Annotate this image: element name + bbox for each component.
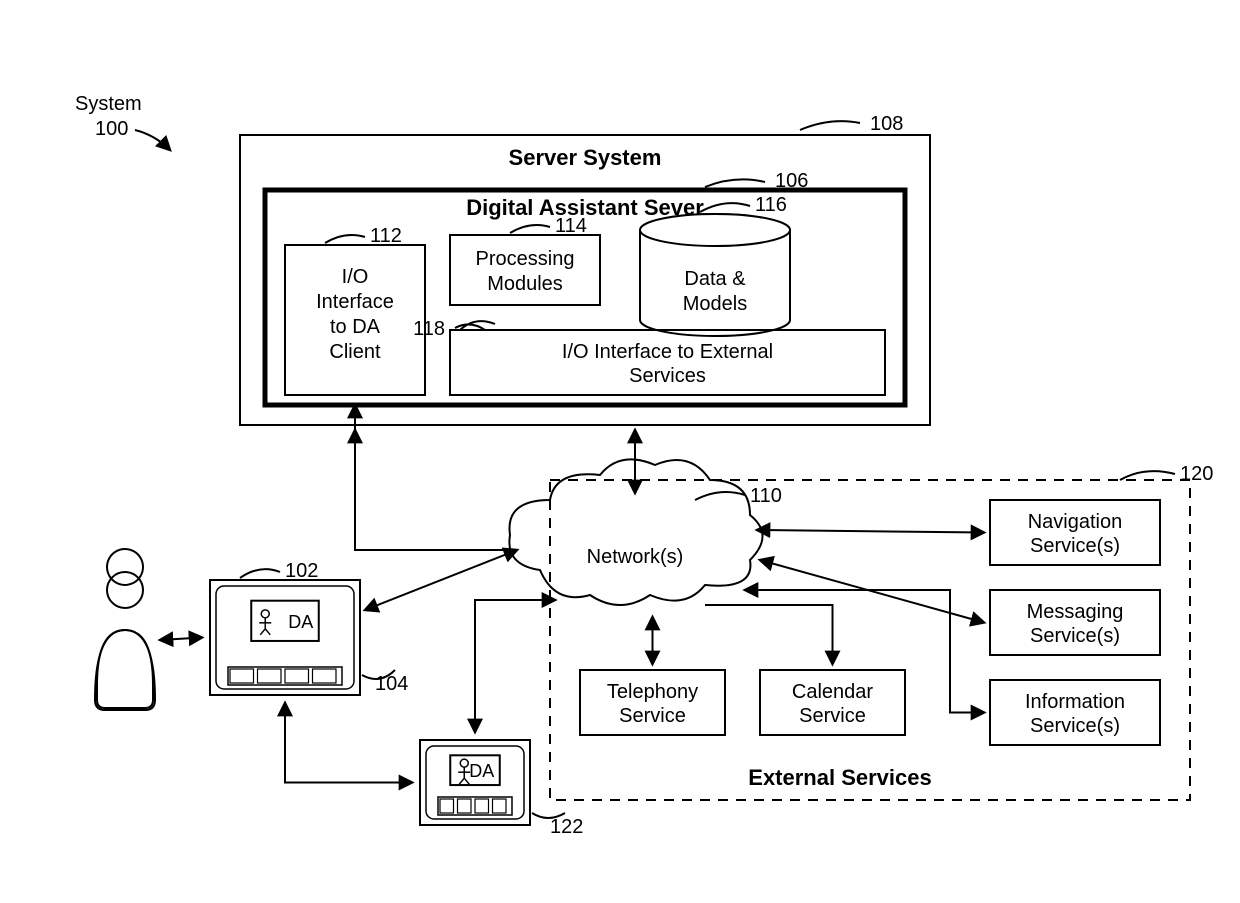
ref-120-lead <box>1120 471 1175 480</box>
io-da-client-l3: to DA <box>330 316 381 338</box>
ref-108: 108 <box>870 113 903 135</box>
io-ext-l2: Services <box>629 365 706 387</box>
navigation-l2: Service(s) <box>1030 535 1120 557</box>
ref-114: 114 <box>555 215 587 237</box>
information-l1: Information <box>1025 691 1125 713</box>
conn-person-device1 <box>160 638 202 641</box>
user-head <box>107 572 143 608</box>
ref-104: 104 <box>375 673 408 695</box>
navigation-l1: Navigation <box>1028 511 1123 533</box>
device1-dock-item-0 <box>230 669 254 683</box>
ref-120: 120 <box>1180 463 1213 485</box>
calendar-l1: Calendar <box>792 681 874 703</box>
conn-112-elbow <box>355 430 510 550</box>
ref-116-lead <box>700 203 750 212</box>
data-models-l1: Data & <box>684 268 746 290</box>
ref-118-text: 118 <box>413 318 445 340</box>
system-label: System <box>75 93 142 115</box>
processing-l2: Modules <box>487 273 563 295</box>
device1-dock-item-3 <box>313 669 337 683</box>
io-ext-l1: I/O Interface to External <box>562 341 773 363</box>
conn-cloud-calendar <box>705 605 833 664</box>
device2-dock-item-2 <box>475 799 489 813</box>
io-da-client-l4: Client <box>329 341 381 363</box>
messaging-l2: Service(s) <box>1030 625 1120 647</box>
io-da-client-l2: Interface <box>316 291 394 313</box>
device2-dock-item-3 <box>493 799 507 813</box>
ref-114-lead <box>510 225 550 233</box>
conn-device1-device2 <box>285 703 412 783</box>
ref-112-lead <box>325 235 365 243</box>
ref-102-lead <box>240 569 280 578</box>
information-l2: Service(s) <box>1030 715 1120 737</box>
device2-da-text: DA <box>469 761 494 781</box>
ref-122: 122 <box>550 816 583 838</box>
data-models-l2: Models <box>683 293 747 315</box>
processing-l1: Processing <box>476 248 575 270</box>
device2-dock-item-1 <box>458 799 472 813</box>
ref-116: 116 <box>755 194 787 216</box>
cylinder-top <box>640 214 790 246</box>
device1-dock-item-1 <box>258 669 282 683</box>
calendar-l2: Service <box>799 705 866 727</box>
diagram-canvas: System100Server System108Digital Assista… <box>0 0 1240 903</box>
ref-106: 106 <box>775 170 808 192</box>
ref-112: 112 <box>370 225 402 247</box>
device1-person-icon <box>261 610 269 618</box>
conn-device2-cloud <box>475 600 555 732</box>
telephony-l1: Telephony <box>607 681 698 703</box>
messaging-l1: Messaging <box>1027 601 1124 623</box>
ref-108-lead <box>800 121 860 130</box>
telephony-l2: Service <box>619 705 686 727</box>
ref-102: 102 <box>285 560 318 582</box>
device1-dock-item-2 <box>285 669 309 683</box>
device2-person-icon <box>460 759 468 767</box>
device2-dock-item-0 <box>440 799 454 813</box>
external-services-title: External Services <box>748 765 931 790</box>
io-da-client-l1: I/O <box>342 266 369 288</box>
device1-da-text: DA <box>288 612 313 632</box>
ref-110: 110 <box>750 485 782 507</box>
system-pointer <box>135 130 170 150</box>
conn-cloud-navigation <box>757 530 984 533</box>
ref-106-lead <box>705 179 765 187</box>
server-system-title: Server System <box>509 145 662 170</box>
system-ref: 100 <box>95 118 128 140</box>
networks-label: Network(s) <box>587 546 684 568</box>
